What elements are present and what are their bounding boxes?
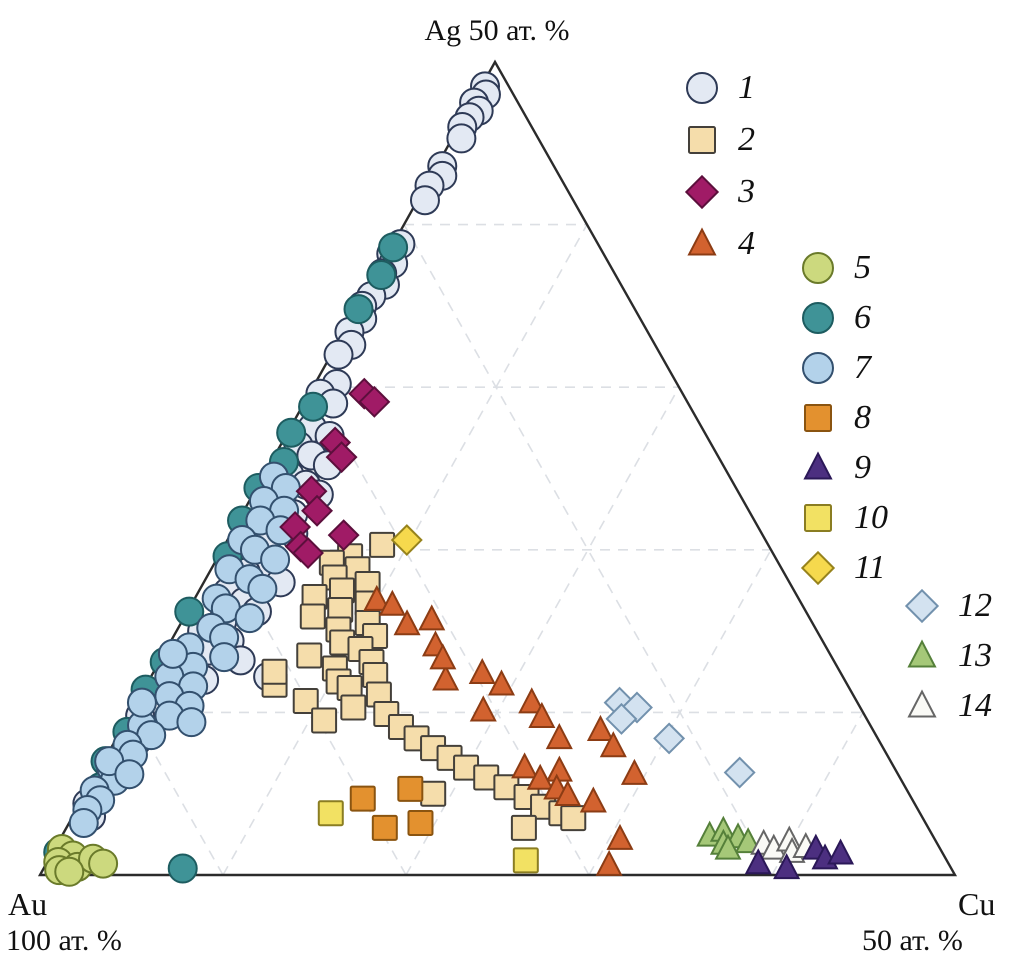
marker	[599, 731, 627, 758]
cu-corner-label: Cu	[958, 886, 996, 922]
marker	[68, 807, 99, 838]
marker	[378, 589, 406, 616]
marker	[174, 596, 205, 627]
marker	[298, 391, 329, 422]
marker	[429, 643, 457, 670]
marker	[393, 609, 421, 636]
marker	[369, 531, 396, 558]
series-10-points	[317, 800, 539, 874]
marker	[378, 232, 409, 263]
series-2-points	[261, 531, 587, 841]
marker	[545, 723, 573, 750]
marker	[176, 707, 207, 738]
marker	[299, 603, 326, 630]
marker	[620, 758, 648, 785]
marker	[653, 722, 686, 755]
marker	[371, 814, 398, 841]
marker	[827, 838, 855, 865]
marker	[167, 853, 198, 884]
marker	[446, 123, 477, 154]
au-corner-label: Au	[8, 886, 48, 922]
marker	[301, 494, 334, 527]
marker	[744, 848, 772, 875]
grid-line	[130, 712, 224, 876]
series-11-points	[390, 524, 423, 557]
marker	[432, 664, 460, 691]
marker	[349, 785, 376, 812]
series-5-points	[43, 833, 119, 887]
grid-line	[405, 386, 680, 876]
marker	[292, 537, 324, 570]
marker	[418, 604, 446, 631]
marker	[605, 702, 638, 735]
marker	[621, 691, 653, 724]
marker	[358, 385, 391, 418]
marker	[234, 603, 265, 634]
marker	[317, 800, 344, 827]
marker	[512, 847, 539, 874]
marker	[325, 441, 358, 474]
marker	[554, 779, 582, 807]
marker	[420, 780, 447, 807]
marker	[407, 809, 434, 836]
marker	[209, 642, 240, 673]
series-3-points	[279, 377, 391, 570]
marker	[157, 638, 188, 669]
marker	[606, 823, 634, 850]
marker	[560, 805, 587, 832]
apex-axis-label: Ag 50 ат. %	[424, 14, 570, 47]
cu-corner-value: 50 ат. %	[862, 924, 963, 957]
marker	[518, 687, 546, 714]
series-8-points	[349, 775, 434, 841]
marker	[366, 260, 397, 291]
grid-line	[222, 224, 588, 876]
marker	[323, 339, 354, 370]
marker	[311, 707, 338, 734]
triangle-outline	[37, 59, 958, 877]
marker	[296, 642, 323, 669]
marker	[363, 584, 391, 611]
marker	[114, 759, 145, 790]
marker	[469, 695, 497, 722]
marker	[260, 544, 291, 575]
marker	[276, 417, 307, 448]
marker	[247, 573, 278, 604]
marker	[773, 853, 801, 880]
marker	[526, 763, 554, 790]
marker	[579, 786, 607, 813]
series-12-points	[603, 686, 756, 789]
marker	[409, 185, 440, 216]
marker	[545, 755, 573, 782]
au-corner-value: 100 ат. %	[6, 924, 122, 957]
series-13-points	[696, 815, 762, 860]
marker	[586, 714, 614, 741]
marker	[511, 752, 539, 779]
grid-line	[771, 712, 864, 876]
marker	[88, 848, 119, 879]
marker	[261, 658, 288, 685]
series-9-points	[744, 833, 855, 880]
marker	[390, 524, 423, 557]
marker	[510, 814, 537, 841]
marker	[327, 519, 360, 552]
marker	[54, 856, 85, 887]
marker	[487, 669, 516, 696]
marker	[468, 658, 496, 685]
marker	[340, 694, 367, 721]
marker	[528, 701, 556, 728]
marker	[397, 775, 424, 802]
marker	[734, 827, 762, 854]
series-7-points	[68, 461, 301, 838]
grid-line	[312, 386, 590, 876]
series-4-points	[363, 584, 648, 876]
marker	[343, 294, 374, 325]
marker	[292, 688, 319, 715]
marker	[714, 833, 742, 860]
marker	[723, 756, 756, 789]
marker	[595, 849, 623, 876]
marker	[126, 687, 157, 718]
